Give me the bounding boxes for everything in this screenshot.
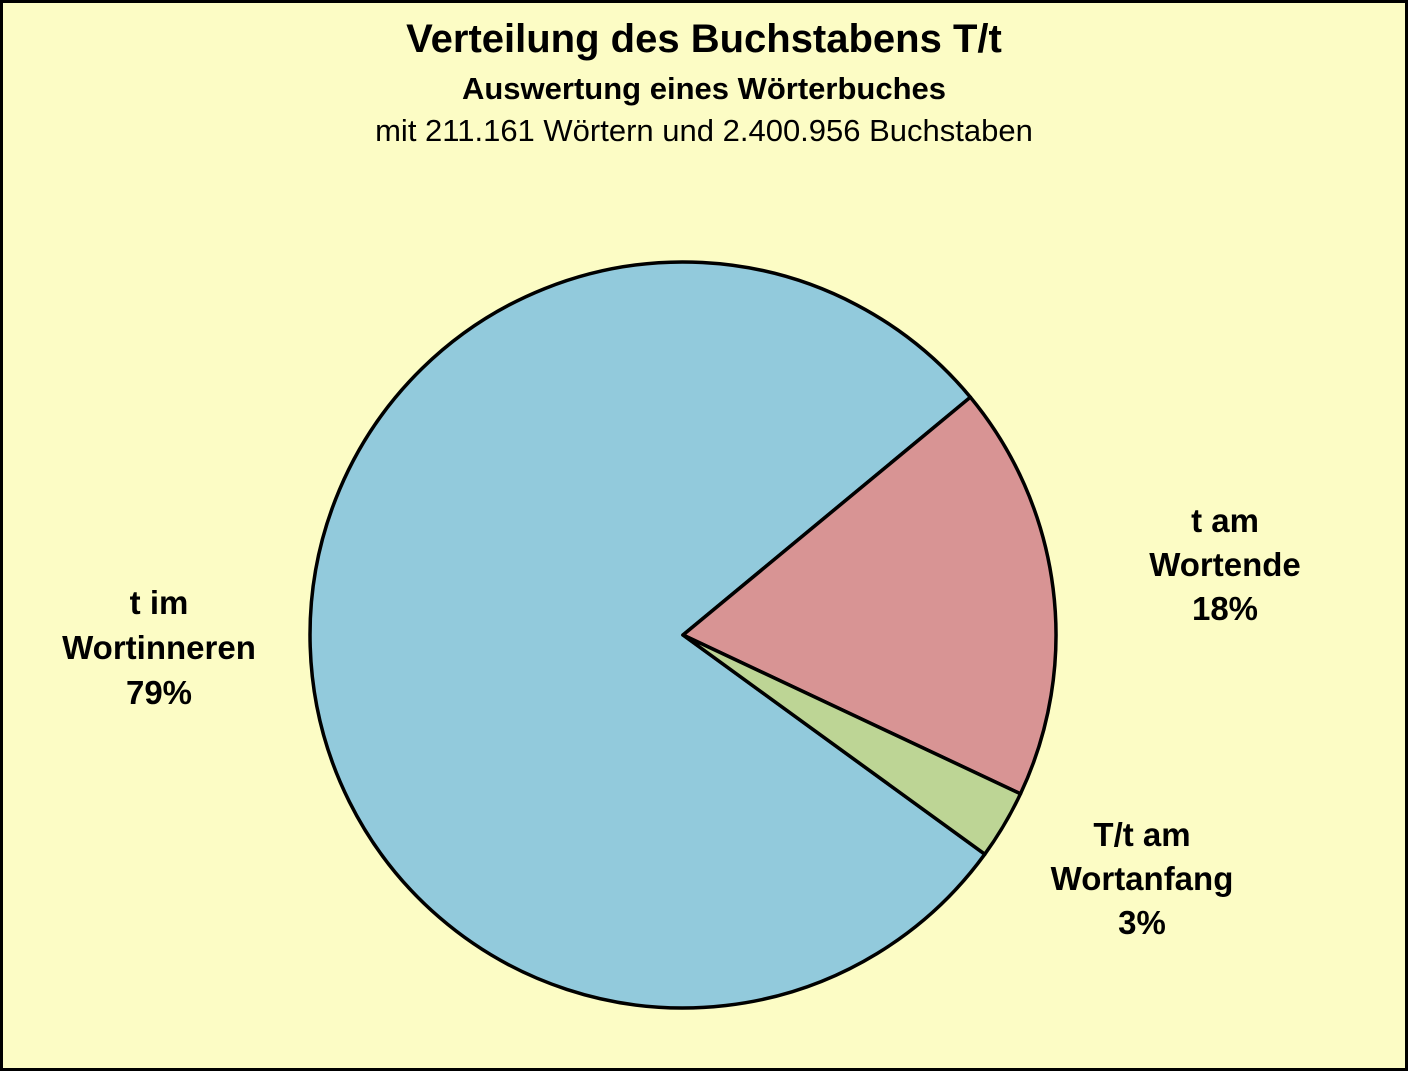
slice-label-percent: 18% — [1191, 590, 1259, 627]
slice-label-percent: 79% — [125, 674, 193, 711]
slice-label-wortinneren: t im Wortinneren 79% — [62, 580, 256, 715]
slice-label-line: t am — [1191, 502, 1259, 539]
pie-slice-1 — [681, 395, 1058, 796]
pie-slice-0 — [308, 260, 987, 1010]
chart-subtitle: Auswertung eines Wörterbuches — [461, 71, 947, 106]
slice-label-wortende: t am Wortende 18% — [1149, 499, 1301, 631]
slice-label-line: Wortende — [1149, 546, 1301, 583]
chart-subtitle-note: mit 211.161 Wörtern und 2.400.956 Buchst… — [375, 113, 1033, 148]
chart-title: Verteilung des Buchstabens T/t — [406, 17, 1002, 61]
slice-label-line: Wortanfang — [1050, 860, 1234, 897]
pie-slice-2 — [681, 633, 1023, 856]
slice-label-percent: 3% — [1118, 904, 1166, 941]
slice-label-line: T/t am — [1093, 816, 1191, 853]
slice-label-line: t im — [129, 584, 189, 621]
slice-label-line: Wortinneren — [62, 629, 256, 666]
slice-label-wortanfang: T/t am Wortanfang 3% — [1051, 813, 1234, 945]
pie-chart-svg — [308, 260, 1058, 1010]
